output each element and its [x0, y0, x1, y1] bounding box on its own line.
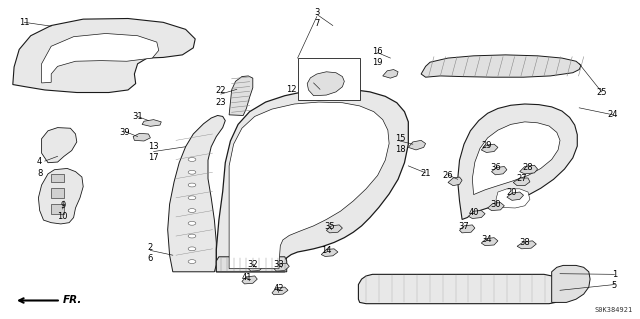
Polygon shape: [38, 168, 83, 224]
Text: 35: 35: [324, 222, 335, 231]
Text: 26: 26: [443, 171, 453, 180]
Text: 28: 28: [523, 163, 533, 172]
Circle shape: [188, 183, 196, 187]
Text: 32: 32: [248, 260, 258, 269]
Polygon shape: [481, 238, 498, 246]
Circle shape: [188, 234, 196, 238]
Text: 33: 33: [273, 260, 284, 269]
Text: 20: 20: [507, 189, 517, 197]
Text: 37: 37: [459, 222, 469, 231]
Text: 13: 13: [148, 142, 159, 151]
Polygon shape: [42, 33, 159, 83]
Polygon shape: [42, 128, 77, 163]
Polygon shape: [13, 19, 195, 93]
Polygon shape: [326, 225, 342, 233]
Text: 7: 7: [314, 19, 319, 28]
Polygon shape: [408, 140, 426, 150]
Polygon shape: [248, 263, 264, 271]
Polygon shape: [274, 263, 289, 271]
Text: 38: 38: [520, 238, 530, 247]
Circle shape: [188, 196, 196, 200]
Text: 22: 22: [216, 86, 226, 95]
Polygon shape: [472, 122, 560, 195]
Polygon shape: [133, 133, 150, 141]
Text: 23: 23: [216, 98, 226, 107]
Polygon shape: [448, 177, 462, 186]
Polygon shape: [51, 174, 64, 182]
Polygon shape: [421, 55, 581, 77]
Polygon shape: [272, 287, 288, 295]
Polygon shape: [552, 265, 590, 302]
Polygon shape: [168, 115, 225, 272]
Circle shape: [188, 209, 196, 212]
Text: 12: 12: [286, 85, 296, 94]
Circle shape: [188, 221, 196, 225]
Text: 21: 21: [420, 169, 431, 178]
Circle shape: [188, 158, 196, 161]
Text: 40: 40: [468, 208, 479, 217]
Text: 4: 4: [37, 157, 42, 166]
Text: 2: 2: [148, 243, 153, 252]
Text: 31: 31: [132, 112, 143, 121]
Polygon shape: [383, 70, 398, 78]
Text: 9: 9: [60, 201, 65, 210]
Text: 25: 25: [596, 88, 607, 97]
Text: 16: 16: [372, 47, 383, 56]
Text: 27: 27: [516, 174, 527, 183]
Text: S0K384921: S0K384921: [594, 307, 632, 313]
Polygon shape: [513, 178, 530, 186]
Polygon shape: [216, 257, 287, 272]
Text: 18: 18: [395, 145, 405, 154]
Circle shape: [188, 247, 196, 251]
Text: 3: 3: [314, 8, 319, 17]
Text: 29: 29: [481, 141, 492, 150]
Polygon shape: [229, 102, 389, 269]
Text: 10: 10: [58, 212, 68, 221]
Text: 41: 41: [241, 273, 252, 282]
Text: 5: 5: [612, 281, 617, 290]
Text: 30: 30: [491, 200, 501, 209]
Text: FR.: FR.: [63, 295, 82, 306]
Text: 36: 36: [491, 163, 501, 172]
Circle shape: [188, 260, 196, 263]
Polygon shape: [488, 203, 504, 211]
Polygon shape: [507, 192, 524, 200]
Text: 24: 24: [608, 110, 618, 119]
Polygon shape: [517, 241, 536, 249]
Polygon shape: [496, 189, 530, 208]
Polygon shape: [468, 211, 485, 219]
Text: 42: 42: [273, 284, 284, 293]
Text: 39: 39: [120, 128, 130, 137]
Polygon shape: [460, 225, 475, 233]
Polygon shape: [458, 104, 577, 219]
Text: 14: 14: [321, 246, 332, 255]
Text: 15: 15: [395, 134, 405, 143]
Text: 17: 17: [148, 153, 159, 162]
Text: 11: 11: [19, 18, 29, 27]
Polygon shape: [492, 167, 507, 175]
Polygon shape: [321, 249, 338, 256]
Text: 8: 8: [37, 169, 42, 178]
Polygon shape: [242, 276, 257, 284]
Circle shape: [188, 170, 196, 174]
Text: 6: 6: [148, 254, 153, 263]
Polygon shape: [142, 120, 161, 126]
Polygon shape: [51, 188, 64, 198]
Text: 34: 34: [481, 235, 492, 244]
Text: 19: 19: [372, 58, 383, 67]
Polygon shape: [229, 76, 253, 115]
Polygon shape: [51, 204, 64, 214]
Polygon shape: [481, 144, 498, 152]
Bar: [298, 58, 360, 100]
Polygon shape: [216, 89, 408, 272]
Polygon shape: [307, 72, 344, 96]
Polygon shape: [520, 165, 538, 174]
Polygon shape: [358, 274, 558, 304]
Text: 1: 1: [612, 270, 617, 279]
